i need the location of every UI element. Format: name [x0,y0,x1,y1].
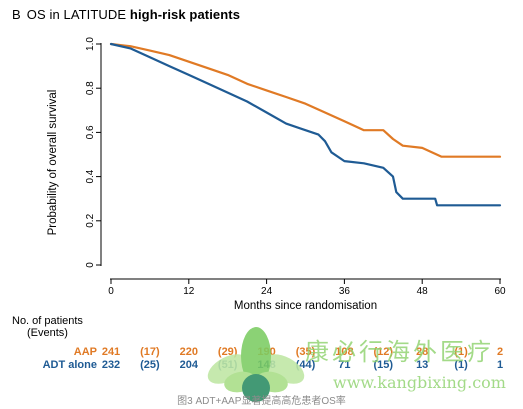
x-tick-label: 24 [261,286,273,297]
y-tick-label: 1.0 [85,37,96,51]
risk-cell: (12) [373,346,394,358]
x-tick-label: 60 [494,286,506,297]
x-axis-label: Months since randomisation [234,300,377,312]
y-tick-label: 0.8 [85,81,96,95]
x-tick-label: 48 [417,286,429,297]
watermark-url: www.kangbixing.com [333,373,506,392]
x-tick-label: 0 [108,286,114,297]
risk-cell: (35) [295,346,316,358]
risk-cell: (1) [454,359,468,371]
risk-row-label-adt: ADT alone [42,359,97,371]
x-tick-label: 12 [183,286,195,297]
series-line-adt-alone [109,42,502,207]
y-axis-label: Probability of overall survival [47,90,59,236]
risk-cell: 1 [496,359,504,371]
watermark-chinese-text: 康必行海外医疗 [305,338,494,366]
watermark-logo-icon [207,327,305,402]
risk-row-label-aap: AAP [73,346,97,358]
risk-table-title: No. of patients [12,315,83,327]
risk-cell: 71 [338,359,351,371]
risk-cell: (17) [140,346,160,358]
risk-cell: 108 [335,346,354,358]
risk-cell: (15) [373,359,394,371]
risk-cell: (25) [140,359,160,371]
y-tick-label: 0 [85,262,96,268]
panel-title: B OS in LATITUDE high-risk patients [12,7,240,22]
risk-table-subtitle: (Events) [27,327,68,339]
risk-cell: 232 [101,359,121,371]
panel-title-strong: high-risk patients [129,7,241,22]
x-tick-label: 36 [339,286,351,297]
chart-series [109,42,502,207]
risk-cell: 241 [101,346,121,358]
figure-caption: 图3 ADT+AAP显著提高高危患者OS率 [177,396,346,407]
y-tick-label: 0.6 [85,125,96,139]
y-tick-label: 0.4 [85,169,96,183]
y-tick-label: 0.2 [85,213,96,227]
risk-cell: 13 [416,359,429,371]
risk-cell: 204 [179,359,198,371]
panel-title-text: OS in LATITUDE [26,7,127,22]
chart-axes: 0 0.2 0.4 0.6 0.8 1.0 0 12 24 36 48 60 [85,37,506,297]
risk-cell: (1) [454,346,468,358]
panel-letter: B [12,7,21,22]
risk-cell: 220 [179,346,198,358]
series-line-aap [109,42,502,158]
risk-cell: 2 [496,346,504,358]
risk-cell: 28 [416,346,429,358]
